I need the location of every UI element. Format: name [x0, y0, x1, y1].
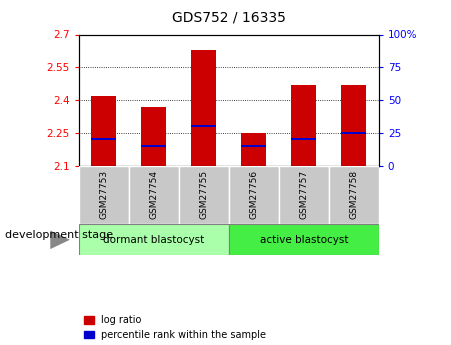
Text: GSM27756: GSM27756 [249, 170, 258, 219]
Bar [229, 166, 279, 224]
Bar [191, 125, 216, 127]
Bar [92, 96, 116, 166]
Bar [279, 166, 329, 224]
Bar [229, 224, 379, 255]
Bar [341, 132, 366, 134]
Polygon shape [50, 230, 70, 249]
Text: development stage: development stage [5, 230, 113, 240]
Bar [329, 166, 379, 224]
Text: GDS752 / 16335: GDS752 / 16335 [172, 10, 286, 24]
Text: dormant blastocyst: dormant blastocyst [103, 235, 205, 245]
Legend: log ratio, percentile rank within the sample: log ratio, percentile rank within the sa… [84, 315, 266, 340]
Bar [79, 166, 129, 224]
Bar [241, 133, 267, 166]
Bar [79, 224, 229, 255]
Bar [291, 85, 316, 166]
Text: GSM27755: GSM27755 [199, 170, 208, 219]
Bar [92, 138, 116, 140]
Bar [129, 166, 179, 224]
Bar [142, 145, 166, 147]
Bar [291, 138, 316, 140]
Bar [179, 166, 229, 224]
Text: GSM27753: GSM27753 [99, 170, 108, 219]
Bar [191, 50, 216, 166]
Text: GSM27757: GSM27757 [299, 170, 308, 219]
Bar [142, 107, 166, 166]
Bar [241, 145, 267, 147]
Text: GSM27754: GSM27754 [149, 170, 158, 219]
Bar [341, 85, 366, 166]
Text: active blastocyst: active blastocyst [260, 235, 348, 245]
Text: GSM27758: GSM27758 [350, 170, 359, 219]
